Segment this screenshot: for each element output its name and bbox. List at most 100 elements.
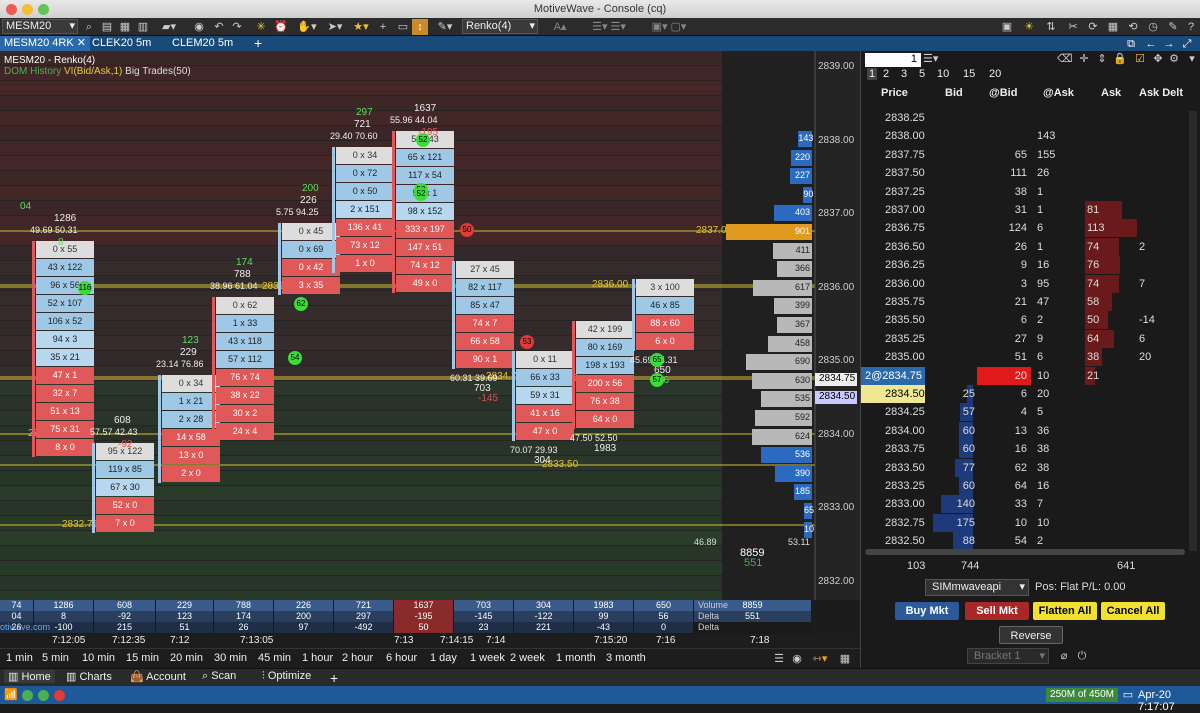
footprint-cell[interactable]: 67 x 30 [96, 479, 154, 496]
flatten-all-button[interactable]: Flatten All [1033, 602, 1097, 620]
eye-icon[interactable]: ◉ [792, 653, 802, 665]
period-button[interactable]: 1 week [470, 652, 505, 664]
big-trade-marker[interactable]: 116 [78, 281, 92, 295]
period-button[interactable]: 5 min [42, 652, 69, 664]
bracket-select[interactable]: Bracket 1 ▾ [967, 648, 1049, 664]
footprint-cell[interactable]: 51 x 13 [36, 403, 94, 420]
footprint-cell[interactable]: 0 x 34 [336, 147, 394, 164]
zoom-window-icon[interactable] [38, 4, 49, 15]
dom-row[interactable]: 2836.25 9 16 76 [861, 256, 1189, 275]
add-tab-button[interactable]: + [254, 35, 263, 51]
dom-row[interactable]: 2833.25 60 64 16 [861, 477, 1189, 495]
dom-row[interactable]: 2834.00 60 13 36 [861, 421, 1189, 440]
footprint-cell[interactable]: 3 x 100 [636, 279, 694, 296]
power-icon[interactable]: ⏻ [1077, 650, 1087, 662]
footprint-cell[interactable]: 0 x 34 [162, 375, 220, 392]
buy-market-button[interactable]: Buy Mkt [895, 602, 959, 620]
minimize-window-icon[interactable] [22, 4, 33, 15]
footprint-cell[interactable]: 0 x 62 [216, 297, 274, 314]
lightbulb-icon[interactable]: ☀ [1024, 21, 1034, 33]
tab-close-icon[interactable]: ✕ [76, 37, 86, 49]
sell-market-button[interactable]: Sell Mkt [965, 602, 1029, 620]
footprint-cell[interactable]: 32 x 7 [36, 385, 94, 402]
dom-header[interactable]: Ask Delt [1139, 87, 1184, 99]
big-trade-marker[interactable]: 57 [650, 373, 664, 387]
quantity-preset[interactable]: 5 [919, 68, 926, 80]
dom-row[interactable]: 2838.25 [861, 109, 1189, 127]
footprint-cell[interactable]: 7 x 0 [96, 515, 154, 532]
nav-home[interactable]: ▥ Home [4, 670, 55, 683]
arrow-right-icon[interactable]: → [1163, 38, 1175, 50]
color-icon[interactable]: ▣▾ ▢▾ [651, 21, 687, 33]
print-icon[interactable]: ▥ [137, 21, 149, 33]
quantity-preset[interactable]: 10 [937, 68, 950, 80]
quantity-preset[interactable]: 3 [901, 68, 908, 80]
history-icon[interactable]: ⟲ [1128, 21, 1138, 33]
footprint-cell[interactable]: 35 x 21 [36, 349, 94, 366]
period-button[interactable]: 20 min [170, 652, 204, 664]
sort-icon[interactable]: ⇅ [1046, 21, 1056, 33]
footprint-cell[interactable]: 147 x 51 [396, 239, 454, 256]
dom-row[interactable]: 2833.00 140 33 7 [861, 495, 1189, 514]
clock-icon[interactable]: ◷ [1148, 21, 1158, 33]
footprint-cell[interactable]: 52 x 107 [36, 295, 94, 312]
zoom-range-icon[interactable]: ⇿▾ [812, 653, 828, 665]
footprint-cell[interactable]: 200 x 56 [576, 375, 634, 392]
quantity-preset[interactable]: 20 [989, 68, 1002, 80]
footprint-cell[interactable]: 3 x 35 [282, 277, 340, 294]
nav-charts[interactable]: ▥ Charts [66, 670, 112, 683]
checkbox-icon[interactable]: ☑ [1135, 53, 1145, 65]
period-button[interactable]: 15 min [126, 652, 160, 664]
attach-icon[interactable]: ⌀ [1060, 650, 1068, 662]
help-icon[interactable]: ? [1187, 21, 1195, 33]
vi-label[interactable]: VI(Bid/Ask,1) [64, 66, 123, 77]
footprint-cell[interactable]: 14 x 58 [162, 429, 220, 446]
chevron-down-icon[interactable]: ▾ [1189, 53, 1195, 65]
period-button[interactable]: 1 day [430, 652, 457, 664]
favorite-icon[interactable]: ★▾ [353, 21, 369, 33]
period-button[interactable]: 10 min [82, 652, 116, 664]
new-page-icon[interactable]: ▤ [101, 21, 113, 33]
camera-icon[interactable]: ◉ [194, 21, 204, 33]
footprint-cell[interactable]: 41 x 16 [516, 405, 574, 422]
nav-scan[interactable]: ⌕ Scan [202, 670, 236, 683]
dom-row[interactable]: 2833.50 77 62 38 [861, 458, 1189, 477]
undo-icon[interactable]: ↶ [214, 21, 224, 33]
refresh-icon[interactable]: ⟳ [1088, 21, 1098, 33]
footprint-cell[interactable]: 1 x 0 [336, 255, 394, 272]
tools-icon[interactable]: ✂ [1068, 21, 1078, 33]
period-button[interactable]: 1 min [6, 652, 33, 664]
quantity-input[interactable]: 1 [865, 53, 921, 67]
period-button[interactable]: 2 week [510, 652, 545, 664]
big-trades-label[interactable]: Big Trades(50) [125, 66, 191, 77]
footprint-cell[interactable]: 2 x 0 [162, 465, 220, 482]
dom-header[interactable]: @Ask [1043, 87, 1074, 99]
tab-clek20[interactable]: CLEK20 5m [88, 36, 155, 51]
dom-header[interactable]: @Bid [989, 87, 1018, 99]
save-icon[interactable]: ▦ [119, 21, 131, 33]
dom-row[interactable]: 2833.75 60 16 38 [861, 440, 1189, 459]
dom-row[interactable]: 2837.50 111 26 [861, 164, 1189, 182]
big-trade-marker[interactable]: 53 [520, 335, 534, 349]
big-trade-marker[interactable]: 62 [294, 297, 308, 311]
dom-row[interactable]: 2834.25 57 4 5 [861, 403, 1189, 422]
notes-icon[interactable]: ✎ [1168, 21, 1178, 33]
footprint-cell[interactable]: 24 x 4 [216, 423, 274, 440]
footprint-cell[interactable]: 42 x 199 [576, 321, 634, 338]
quantity-preset[interactable]: 2 [883, 68, 890, 80]
redo-icon[interactable]: ↷ [232, 21, 242, 33]
hand-tool-icon[interactable]: ✋▾ [297, 21, 317, 33]
footprint-cell[interactable]: 95 x 122 [96, 443, 154, 460]
footprint-cell[interactable]: 0 x 45 [282, 223, 340, 240]
lock-icon[interactable]: 🔒 [1113, 53, 1127, 65]
dom-row[interactable]: 2836.00 3 95 74 7 [861, 274, 1189, 293]
footprint-cell[interactable]: 94 x 3 [36, 331, 94, 348]
footprint-cell[interactable]: 27 x 45 [456, 261, 514, 278]
crosshair-tool-icon[interactable]: ✳ [256, 21, 266, 33]
big-trade-marker[interactable]: 52 [416, 133, 430, 147]
dom-row[interactable]: 2837.00 31 1 81 [861, 201, 1189, 219]
footprint-cell[interactable]: 73 x 12 [336, 237, 394, 254]
period-button[interactable]: 45 min [258, 652, 292, 664]
nav-account[interactable]: 👜 Account [130, 670, 186, 683]
dom-row[interactable]: 2832.50 88 54 2 [861, 532, 1189, 551]
